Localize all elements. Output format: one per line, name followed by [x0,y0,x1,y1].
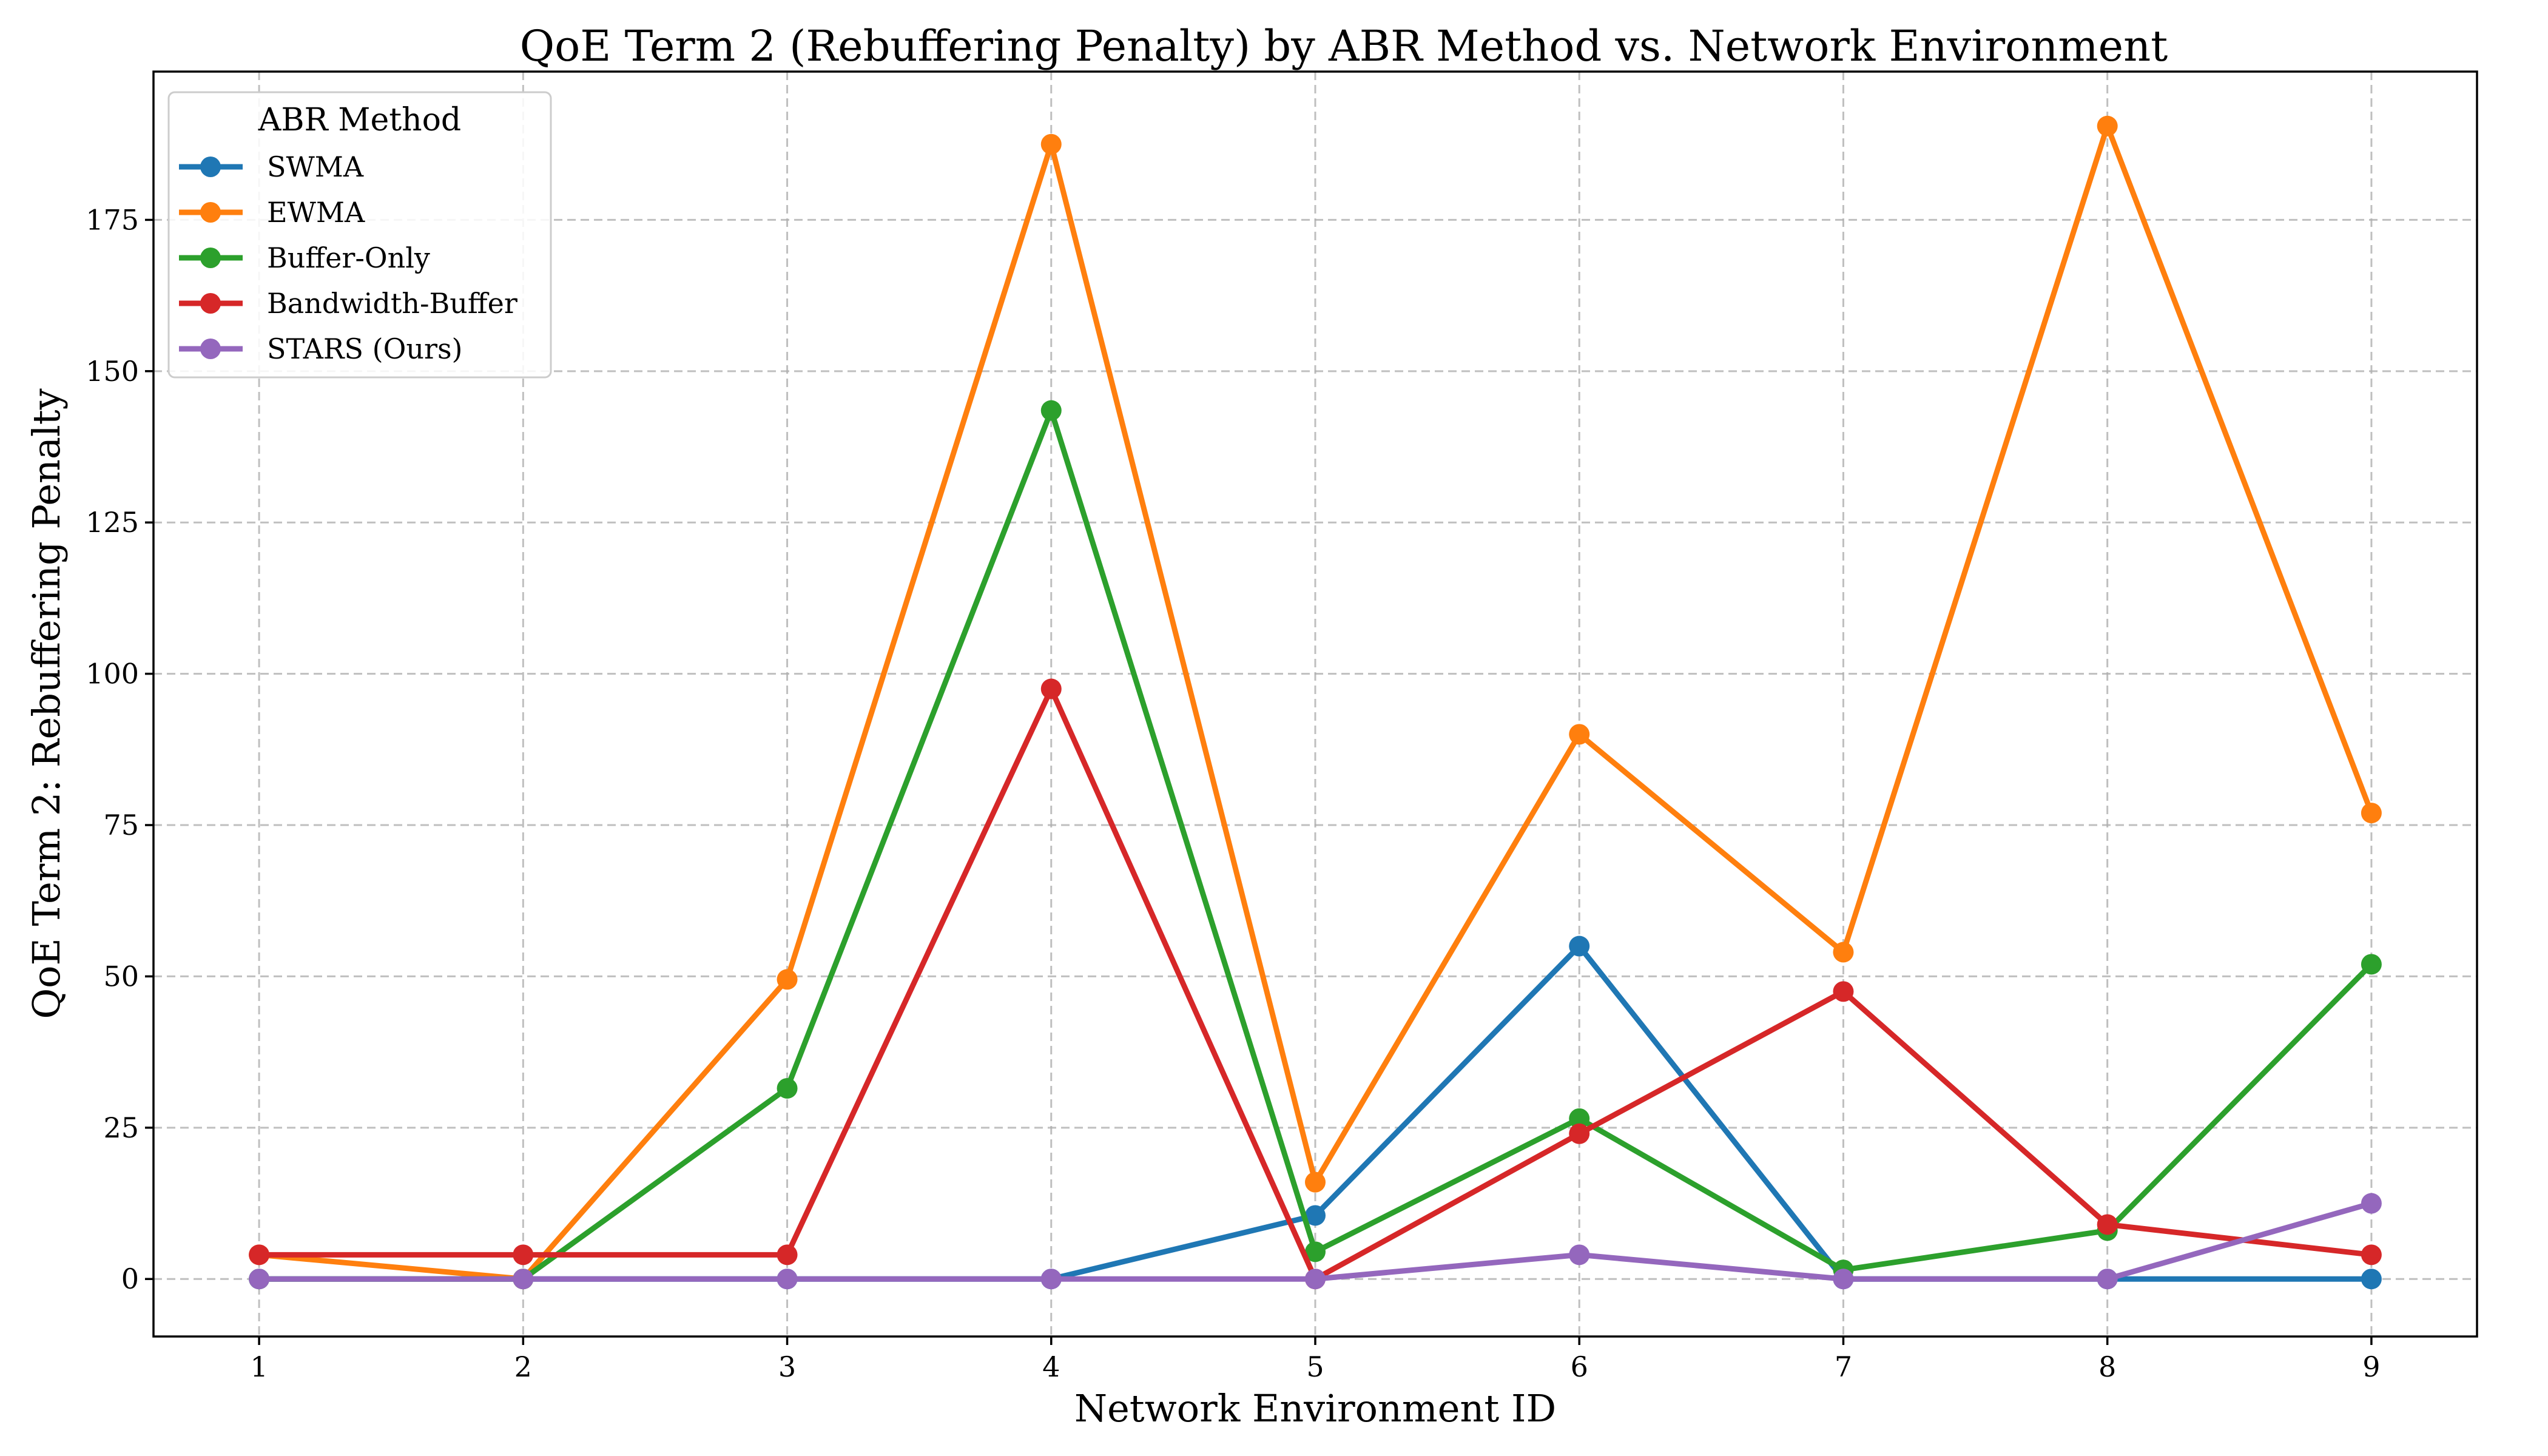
legend: ABR Method SWMA EWMA Buffer-Only Bandwidth-… [167,91,552,379]
legend-item-ewma: EWMA [179,196,365,229]
y-tick-label: 0 [121,1262,139,1295]
data-point-stars-ours [1040,1269,1062,1290]
data-point-bandwidth-buffer [2361,1244,2382,1266]
data-point-bandwidth-buffer [513,1244,534,1266]
legend-swatch-marker [200,202,221,223]
x-tick-label: 5 [1306,1350,1324,1383]
data-point-stars-ours [1569,1244,1590,1266]
x-tick-label: 4 [1042,1350,1060,1383]
legend-items: SWMA EWMA Buffer-Only Bandwidth-Buffer STARS… [179,150,517,365]
y-tick-label: 150 [86,355,139,388]
data-point-bandwidth-buffer [2097,1214,2118,1235]
legend-label: Bandwidth-Buffer [267,287,517,320]
data-point-stars-ours [2361,1193,2382,1214]
legend-item-buffer-only: Buffer-Only [179,241,430,274]
data-point-bandwidth-buffer [777,1244,798,1266]
y-tick-label: 100 [86,658,139,690]
legend-swatch-marker [200,339,221,359]
y-tick-label: 125 [86,506,139,539]
legend-item-swma: SWMA [179,150,364,183]
data-point-ewma [2097,115,2118,136]
x-axis-label: Network Environment ID [1074,1386,1556,1431]
data-point-buffer-only [1040,400,1062,421]
legend-title: ABR Method [258,102,461,138]
legend-label: Buffer-Only [267,241,430,274]
data-point-stars-ours [777,1269,798,1290]
y-tick-label: 25 [103,1111,139,1144]
y-tick-label: 175 [86,203,139,236]
data-point-swma [2361,1269,2382,1290]
x-tick-label: 1 [250,1350,268,1383]
data-point-ewma [777,969,798,990]
data-point-stars-ours [2097,1269,2118,1290]
x-tick-label: 7 [1835,1350,1852,1383]
data-point-ewma [1040,133,1062,155]
data-point-stars-ours [513,1269,534,1290]
x-tick-label: 3 [778,1350,796,1383]
data-point-ewma [1833,942,1854,963]
data-point-swma [1305,1205,1326,1226]
data-point-bandwidth-buffer [1833,981,1854,1002]
data-point-stars-ours [1305,1269,1326,1290]
x-tick-label: 2 [514,1350,532,1383]
data-point-bandwidth-buffer [249,1244,270,1266]
data-point-stars-ours [1833,1269,1854,1290]
x-tick-label: 6 [1571,1350,1588,1383]
data-point-bandwidth-buffer [1569,1123,1590,1144]
data-point-stars-ours [249,1269,270,1290]
legend-item-bandwidth-buffer: Bandwidth-Buffer [179,287,517,320]
data-point-ewma [1569,724,1590,745]
data-point-buffer-only [2361,954,2382,975]
x-tick-label: 8 [2098,1350,2116,1383]
data-point-bandwidth-buffer [1040,678,1062,699]
data-point-ewma [1305,1171,1326,1193]
legend-label: SWMA [267,150,364,183]
legend-label: EWMA [267,196,365,229]
data-point-buffer-only [777,1077,798,1099]
data-point-ewma [2361,803,2382,824]
y-axis-ticks: 0 25 50 75 100 125 150 175 [86,203,153,1295]
x-tick-label: 9 [2362,1350,2380,1383]
y-tick-label: 50 [103,960,139,993]
data-point-buffer-only [1305,1241,1326,1262]
legend-item-stars-ours: STARS (Ours) [179,332,463,365]
data-point-swma [1569,935,1590,957]
legend-swatch-marker [200,157,221,177]
data-point-buffer-only [1569,1108,1590,1129]
x-axis-ticks: 1 2 3 4 5 6 7 8 9 [250,1336,2381,1383]
y-tick-label: 75 [103,809,139,841]
series-layer [249,115,2382,1290]
y-axis-label: QoE Term 2: Rebuffering Penalty [24,388,69,1019]
series-stars-ours [249,1193,2382,1290]
legend-box [167,91,552,379]
legend-label: STARS (Ours) [267,332,463,365]
legend-swatch-marker [200,293,221,314]
legend-swatch-marker [200,248,221,268]
chart-title: QoE Term 2 (Rebuffering Penalty) by ABR … [520,21,2168,71]
